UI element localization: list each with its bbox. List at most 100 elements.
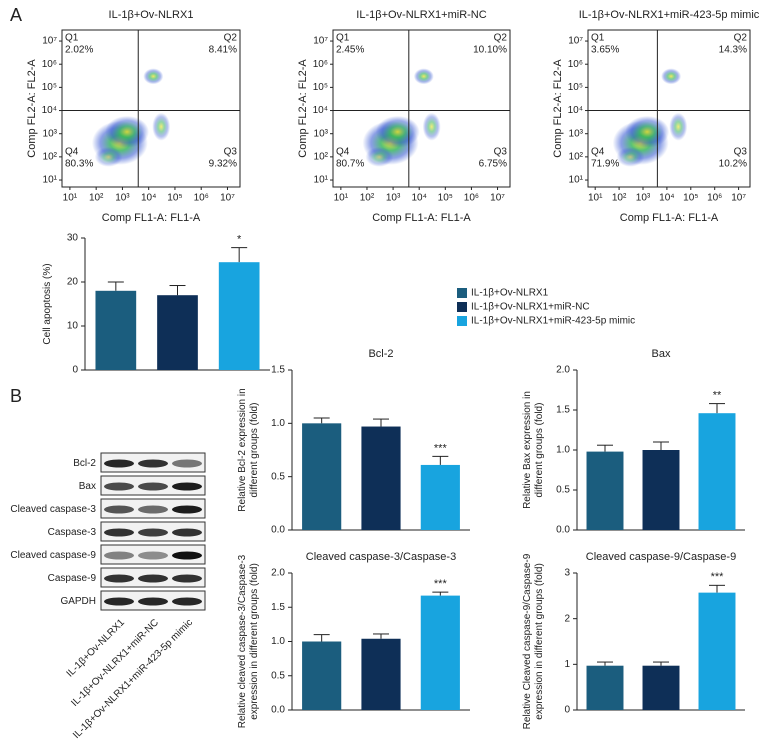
x-tick-label: 10³: [115, 193, 130, 204]
x-axis-label: Comp FL1-A: FL1-A: [372, 212, 471, 224]
y-tick-label: 10⁵: [42, 82, 57, 93]
blot-band: [104, 551, 134, 560]
y-tick-label: 0.0: [271, 525, 285, 536]
density-cloud: [625, 115, 670, 148]
y-axis-label: Cell apoptosis (%): [42, 263, 53, 344]
y-tick-label: 10¹: [314, 175, 329, 186]
quadrant-name: Q3: [224, 147, 238, 158]
x-tick-label: 10⁶: [464, 193, 479, 204]
blot-band: [104, 482, 134, 491]
y-tick-label: 10⁷: [313, 36, 328, 47]
chart-title: IL-1β+Ov-NLRX1+miR-423-5p mimic: [579, 9, 760, 21]
y-tick-label: 0: [72, 365, 78, 376]
quadrant-name: Q2: [224, 33, 238, 44]
x-tick-label: 10¹: [334, 193, 349, 204]
quadrant-name: Q3: [494, 147, 508, 158]
y-tick-label: 2: [564, 613, 570, 624]
x-tick-label: 10⁷: [731, 193, 746, 204]
y-axis-label-line: Relative Bax expression in: [522, 391, 533, 509]
blot-strip: [100, 544, 206, 565]
density-cloud: [94, 146, 123, 167]
y-axis-label-line: Relative cleaved caspase-3/Caspase-3: [237, 554, 248, 728]
lane-label: IL-1β+Ov-NLRX1+miR-423-5p mimic: [71, 617, 195, 741]
bar: [698, 413, 736, 530]
x-tick-label: 10⁵: [438, 193, 453, 204]
bar: [420, 595, 460, 710]
quadrant-name: Q4: [591, 147, 605, 158]
quadrant-percent: 9.32%: [209, 159, 237, 170]
y-axis-label-line: expression in different groups (fold): [534, 563, 545, 720]
y-axis-label: Relative cleaved caspase-3/Caspase-3expr…: [237, 554, 260, 728]
y-tick-label: 10⁴: [42, 105, 57, 116]
density-cloud: [143, 68, 164, 85]
y-tick-label: 10⁵: [313, 82, 328, 93]
chart-title: IL-1β+Ov-NLRX1+miR-NC: [356, 9, 486, 21]
blot-band: [138, 551, 168, 560]
legend-swatch: [457, 302, 467, 312]
quadrant-name: Q1: [65, 33, 79, 44]
y-tick-label: 0.0: [556, 525, 570, 536]
blot-band: [172, 482, 202, 491]
quadrant-name: Q2: [734, 33, 748, 44]
quadrant-percent: 71.9%: [591, 159, 619, 170]
y-tick-label: 1.0: [271, 418, 285, 429]
legend-label: IL-1β+Ov-NLRX1+miR-NC: [471, 302, 590, 313]
significance: ***: [434, 442, 448, 454]
y-tick-label: 10³: [569, 128, 584, 139]
x-tick-label: 10¹: [588, 193, 603, 204]
blot-band: [172, 597, 202, 606]
chart-title: Bcl-2: [368, 348, 393, 360]
density-cloud: [105, 115, 150, 148]
bar: [642, 665, 680, 710]
bar: [420, 464, 460, 530]
blot-band: [138, 482, 168, 491]
density-cloud: [152, 112, 171, 141]
significance: *: [237, 234, 242, 246]
y-tick-label: 1: [564, 659, 570, 670]
quadrant-percent: 80.3%: [65, 159, 93, 170]
protein-label: Bcl-2: [73, 458, 96, 469]
y-axis-label: Relative Bcl-2 expression indifferent gr…: [237, 388, 260, 511]
y-tick-label: 10: [67, 321, 79, 332]
x-axis-label: Comp FL1-A: FL1-A: [102, 212, 201, 224]
blot-band: [104, 574, 134, 583]
quadrant-percent: 2.45%: [336, 45, 364, 56]
y-axis-label: Relative Bax expression indifferent grou…: [522, 391, 545, 509]
y-tick-label: 1.5: [271, 365, 285, 376]
quadrant-name: Q2: [494, 33, 508, 44]
significance: ***: [434, 578, 448, 590]
y-tick-label: 0.5: [271, 670, 285, 681]
blot-band: [138, 574, 168, 583]
bar: [302, 423, 342, 530]
x-tick-label: 10⁵: [683, 193, 698, 204]
quadrant-percent: 10.10%: [473, 45, 507, 56]
x-tick-label: 10⁴: [659, 193, 674, 204]
quadrant-name: Q1: [591, 33, 605, 44]
lane-label: IL-1β+Ov-NLRX1: [65, 617, 128, 680]
y-tick-label: 10⁴: [313, 105, 328, 116]
density-cloud: [365, 146, 394, 167]
x-tick-label: 10⁷: [220, 193, 235, 204]
density-cloud: [422, 112, 441, 141]
x-tick-label: 10²: [360, 193, 375, 204]
y-tick-label: 1.0: [556, 445, 570, 456]
y-axis-label-line: different groups (fold): [534, 403, 545, 498]
bar: [698, 592, 736, 710]
protein-label: Cleaved caspase-3: [10, 504, 96, 515]
blot-band: [138, 528, 168, 537]
quadrant-name: Q3: [734, 147, 748, 158]
chart-title: IL-1β+Ov-NLRX1: [109, 9, 194, 21]
x-tick-label: 10⁷: [490, 193, 505, 204]
y-tick-label: 1.0: [271, 636, 285, 647]
density-cloud: [661, 68, 682, 85]
y-tick-label: 10²: [314, 152, 329, 163]
y-tick-label: 10¹: [569, 175, 584, 186]
chart-title: Bax: [652, 348, 671, 360]
y-tick-label: 30: [67, 233, 79, 244]
x-tick-label: 10⁵: [167, 193, 182, 204]
bar: [157, 295, 198, 370]
protein-label: Bax: [79, 481, 96, 492]
quadrant-name: Q1: [336, 33, 350, 44]
y-tick-label: 10⁷: [42, 36, 57, 47]
quadrant-name: Q4: [65, 147, 79, 158]
